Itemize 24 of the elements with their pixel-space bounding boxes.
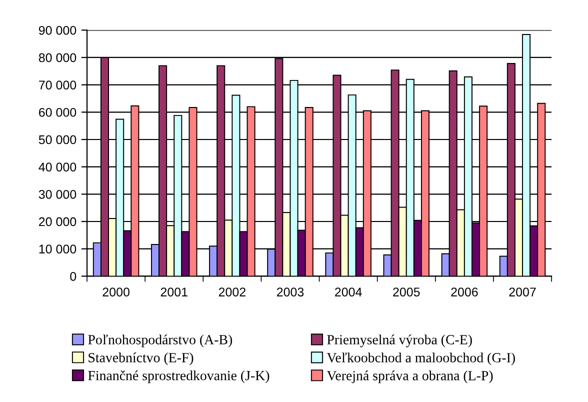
y-tick-label: 60 000 — [39, 108, 76, 117]
x-tick-label: 2000 — [102, 288, 130, 296]
y-tick-label: 80 000 — [38, 53, 76, 62]
x-tick-label: 2007 — [509, 288, 536, 296]
legend-label: Finančné sprostredkovanie (J-K) — [88, 370, 270, 384]
legend-label: Verejná správa a obrana (L-P) — [326, 370, 493, 384]
x-tick-label: 2004 — [335, 288, 362, 296]
legend-label: Stavebníctvo (E-F) — [88, 352, 194, 366]
y-tick-label: 70 000 — [39, 80, 76, 90]
y-tick-label: 30 000 — [38, 190, 76, 199]
y-tick-label: 20 000 — [39, 217, 76, 226]
legend-label: Veľkoobchod a maloobchod (G-I) — [326, 352, 515, 366]
y-tick-label: 50 000 — [38, 135, 76, 144]
x-tick-label: 2005 — [393, 288, 420, 296]
legend-label: Priemyselná výroba (C-E) — [327, 334, 472, 348]
x-tick-label: 2006 — [451, 288, 478, 296]
y-tick-label: 0 — [70, 272, 76, 281]
legend-label: Poľnohospodárstvo (A-B) — [88, 334, 232, 348]
x-tick-label: 2001 — [160, 288, 188, 296]
y-tick-label: 90 000 — [38, 26, 76, 35]
y-tick-label: 10 000 — [39, 244, 76, 254]
y-tick-label: 40 000 — [38, 162, 76, 172]
x-tick-label: 2003 — [276, 288, 304, 296]
x-tick-label: 2002 — [218, 288, 246, 296]
